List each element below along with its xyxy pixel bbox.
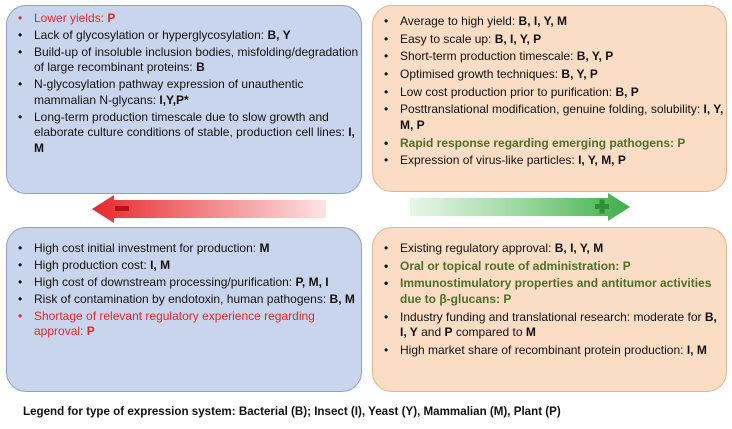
advantages-bottom-box: Existing regulatory approval: B, I, Y, M… bbox=[372, 227, 727, 392]
list-item: High production cost: I, M bbox=[7, 258, 361, 274]
advantages-arrow bbox=[410, 193, 630, 221]
list-item: N-glycosylation pathway expression of un… bbox=[7, 77, 361, 108]
list-item: High cost of downstream processing/purif… bbox=[7, 275, 361, 291]
list-item: Shortage of relevant regulatory experien… bbox=[7, 309, 361, 340]
list-item: Expression of virus-like particles: I, Y… bbox=[373, 153, 726, 169]
list-item: Industry funding and translational resea… bbox=[373, 310, 726, 341]
advantages-top-box: Average to high yield: B, I, Y, M Easy t… bbox=[372, 5, 727, 192]
advantages-top-list: Average to high yield: B, I, Y, M Easy t… bbox=[373, 6, 726, 169]
list-item: Existing regulatory approval: B, I, Y, M bbox=[373, 241, 726, 257]
list-item: Long-term production timescale due to sl… bbox=[7, 110, 361, 157]
list-item: High market share of recombinant protein… bbox=[373, 343, 726, 359]
list-item: Build-up of insoluble inclusion bodies, … bbox=[7, 45, 361, 76]
list-item: Average to high yield: B, I, Y, M bbox=[373, 14, 726, 30]
list-item: Low cost production prior to purificatio… bbox=[373, 85, 726, 101]
list-item: Optimised growth techniques: B, Y, P bbox=[373, 67, 726, 83]
disadvantages-bottom-list: High cost initial investment for product… bbox=[7, 228, 361, 340]
disadvantages-top-box: Lower yields: P Lack of glycosylation or… bbox=[6, 5, 362, 194]
list-item: Easy to scale up: B, I, Y, P bbox=[373, 32, 726, 48]
list-item: Lower yields: P bbox=[7, 11, 361, 27]
legend: Legend for type of expression system: Ba… bbox=[23, 405, 561, 418]
list-item: High cost initial investment for product… bbox=[7, 241, 361, 257]
disadvantages-arrow bbox=[92, 195, 326, 223]
list-item: Oral or topical route of administration:… bbox=[373, 259, 726, 275]
disadvantages-top-list: Lower yields: P Lack of glycosylation or… bbox=[7, 6, 361, 157]
plus-icon bbox=[595, 199, 609, 214]
list-item: Short-term production timescale: B, Y, P bbox=[373, 49, 726, 65]
list-item: Rapid response regarding emerging pathog… bbox=[373, 136, 726, 152]
list-item: Risk of contamination by endotoxin, huma… bbox=[7, 292, 361, 308]
advantages-bottom-list: Existing regulatory approval: B, I, Y, M… bbox=[373, 228, 726, 359]
disadvantages-bottom-box: High cost initial investment for product… bbox=[6, 227, 362, 392]
list-item: Posttranslational modification, genuine … bbox=[373, 102, 726, 133]
list-item: Lack of glycosylation or hyperglycosylat… bbox=[7, 28, 361, 44]
minus-icon bbox=[115, 206, 129, 211]
list-item: Immunostimulatory properties and antitum… bbox=[373, 276, 726, 307]
